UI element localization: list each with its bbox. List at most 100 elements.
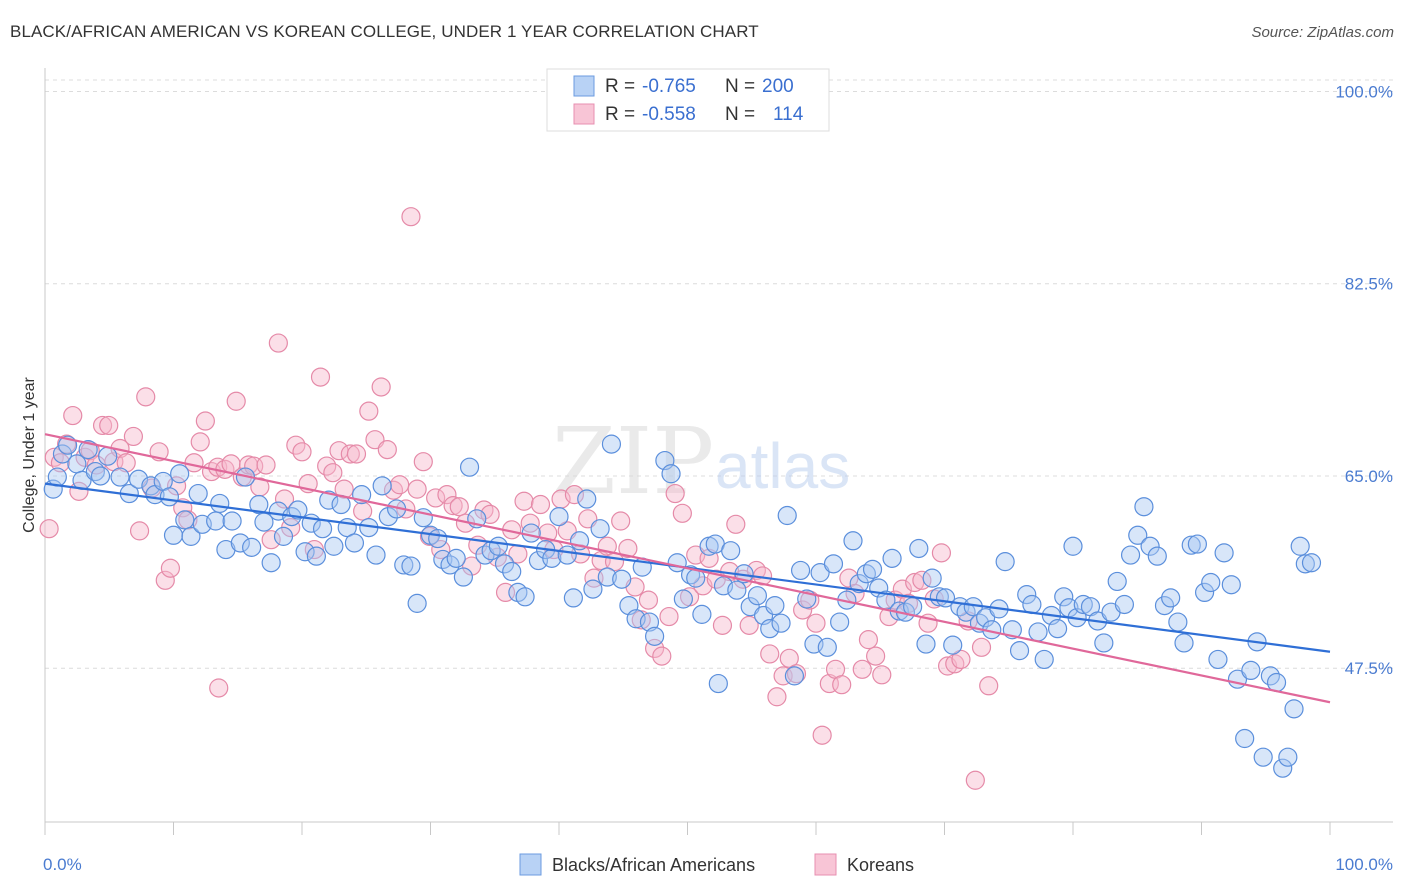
watermark-zip: ZIP (552, 408, 714, 515)
korean-point (437, 485, 457, 505)
black-african-american-point (1194, 582, 1215, 603)
korean-point (965, 770, 985, 790)
black-african-american-point (1147, 546, 1167, 566)
korean-point (951, 649, 971, 670)
korean-point (371, 377, 391, 397)
black-african-american-point (909, 538, 929, 559)
korean-point (261, 530, 281, 550)
black-african-american-point (188, 483, 208, 504)
black-african-american-point (765, 595, 785, 616)
korean-point (449, 497, 469, 517)
black-african-american-point (394, 555, 414, 575)
black-african-american-point (181, 526, 201, 546)
black-african-american-point (459, 457, 480, 477)
black-african-american-point (1187, 534, 1207, 554)
black-african-american-point (407, 593, 427, 613)
korean-point (226, 391, 246, 411)
bottom-legend-label-blue: Blacks/African Americans (552, 855, 755, 875)
black-african-american-point (597, 567, 617, 587)
black-african-american-point (1073, 594, 1093, 615)
korean-point (155, 570, 175, 590)
black-african-american-point (549, 507, 569, 527)
black-african-american-point (673, 589, 693, 609)
black-african-american-point (1273, 758, 1293, 778)
black-african-american-point (312, 519, 333, 539)
black-african-american-point (583, 579, 603, 599)
korean-point (659, 606, 679, 627)
black-african-american-point (830, 612, 850, 632)
black-african-american-point (170, 464, 190, 484)
black-african-american-point (995, 552, 1015, 572)
korean-point (160, 558, 181, 578)
black-african-american-point (1208, 649, 1228, 670)
black-african-american-point (862, 559, 883, 579)
korean-point (564, 485, 585, 505)
black-african-american-point (612, 569, 632, 589)
black-african-american-point (1120, 545, 1141, 565)
korean-point (852, 659, 872, 679)
black-african-american-point (922, 568, 942, 588)
black-african-american-point (453, 567, 473, 587)
black-african-american-point (319, 490, 339, 510)
korean-point (123, 426, 144, 447)
korean-point (390, 475, 410, 495)
korean-point (832, 675, 852, 695)
korean-point (872, 665, 892, 685)
black-african-american-point (401, 556, 421, 576)
korean-point (190, 432, 210, 452)
korean-point (92, 415, 113, 436)
korean-point (652, 646, 672, 666)
korean-point (979, 676, 999, 696)
black-african-american-point (90, 466, 111, 486)
y-tick-label: 47.5% (1345, 659, 1393, 678)
korean-point (340, 444, 360, 464)
korean-point (530, 494, 551, 515)
legend-n-label-1: N = (725, 76, 755, 97)
legend-r-label-2: R = (605, 104, 635, 125)
korean-point (274, 489, 295, 509)
black-african-american-point (943, 635, 963, 655)
black-african-american-point (494, 554, 515, 574)
korean-point (39, 519, 59, 539)
korean-point (401, 207, 421, 227)
korean-point (520, 513, 540, 533)
trend-line-koreans (44, 433, 1331, 704)
y-tick-label: 65.0% (1345, 467, 1393, 486)
korean-point (746, 560, 766, 581)
bottom-legend-swatch-blue (519, 853, 542, 876)
y-tick-label: 100.0% (1335, 82, 1393, 101)
korean-point (377, 439, 397, 460)
black-african-american-point (1134, 497, 1154, 517)
black-african-american-point (882, 548, 902, 568)
black-african-american-point (273, 526, 294, 546)
korean-point (383, 480, 404, 500)
black-african-american-point (515, 587, 535, 607)
legend-swatch-blue (573, 75, 595, 97)
black-african-american-point (488, 536, 508, 556)
black-african-american-point (288, 500, 308, 520)
korean-point (443, 496, 463, 516)
korean-point (116, 453, 136, 473)
black-african-american-point (1235, 728, 1255, 749)
korean-point (665, 483, 685, 504)
korean-point (793, 600, 813, 620)
stats-legend: R = -0.765 N = 200 R = -0.558 N = 114 (546, 68, 830, 132)
black-african-american-point (141, 476, 161, 496)
black-african-american-point (747, 586, 768, 606)
series-koreans-points (39, 207, 999, 790)
legend-n-value-2: 114 (773, 104, 804, 125)
black-african-american-point (159, 487, 179, 507)
korean-point (129, 521, 150, 541)
black-african-american-point (708, 673, 728, 694)
black-african-american-point (601, 434, 622, 454)
black-african-american-point (661, 464, 681, 484)
black-african-american-point (372, 476, 392, 496)
legend-n-value-1: 200 (762, 76, 794, 97)
black-african-american-point (777, 505, 797, 526)
black-african-american-point (98, 446, 118, 466)
black-african-american-point (324, 536, 344, 556)
korean-point (63, 405, 83, 426)
korean-point (195, 411, 215, 431)
black-african-american-point (175, 510, 195, 530)
black-african-american-point (1181, 535, 1201, 555)
